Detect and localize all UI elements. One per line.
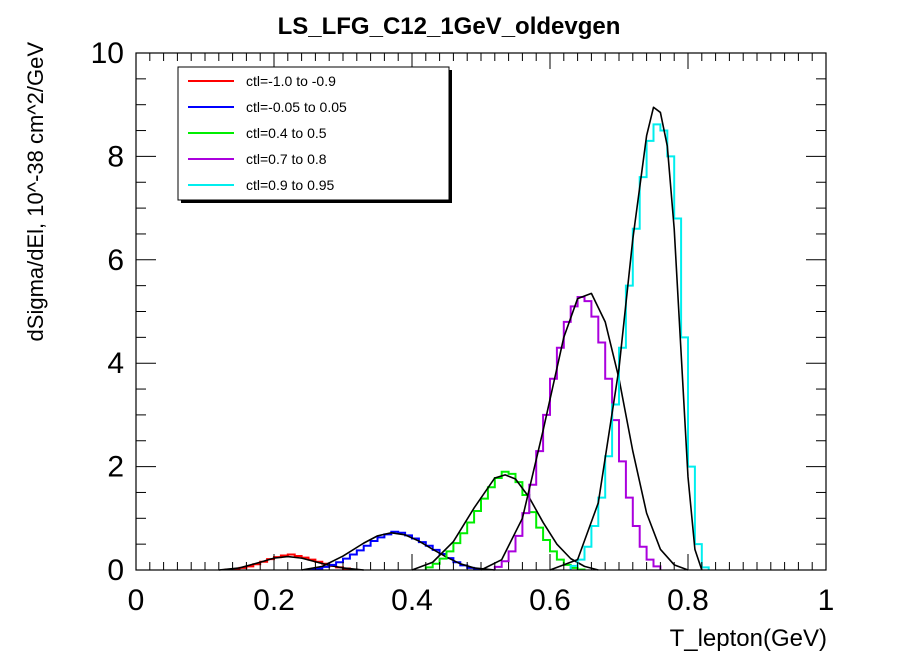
legend-label-2: ctl=0.4 to 0.5 [246, 125, 327, 141]
y-tick-label: 8 [107, 140, 124, 173]
legend-label-3: ctl=0.7 to 0.8 [246, 151, 327, 167]
fit-curve-2 [411, 474, 599, 571]
x-tick-label: 0.2 [253, 584, 295, 617]
x-tick-label: 0.8 [667, 584, 709, 617]
histogram-series-3 [493, 296, 662, 570]
histogram-series-2 [424, 470, 586, 571]
legend-label-0: ctl=-1.0 to -0.9 [246, 73, 336, 89]
histogram-series-4 [569, 123, 710, 570]
y-tick-label: 6 [107, 244, 124, 277]
y-tick-label: 10 [91, 37, 124, 70]
legend-label-1: ctl=-0.05 to 0.05 [246, 99, 347, 115]
x-tick-label: 0 [128, 584, 145, 617]
fit-curve-4 [549, 106, 703, 571]
chart-title: LS_LFG_C12_1GeV_oldevgen [278, 13, 621, 40]
fit-curve-0 [218, 555, 364, 571]
y-tick-label: 0 [107, 554, 124, 587]
x-tick-label: 1 [818, 584, 835, 617]
x-axis-label: T_lepton(GeV) [670, 625, 827, 652]
y-axis-label: dSigma/dEl, 10^-38 cm^2/GeV [23, 42, 48, 342]
x-tick-label: 0.4 [391, 584, 433, 617]
plot-area [218, 106, 710, 571]
y-tick-label: 4 [107, 347, 124, 380]
fit-curve-3 [480, 292, 689, 571]
legend: ctl=-1.0 to -0.9 ctl=-0.05 to 0.05 ctl=0.4… [177, 66, 452, 203]
y-tick-label: 2 [107, 451, 124, 484]
x-tick-label: 0.6 [529, 584, 571, 617]
fit-curve-1 [301, 531, 495, 571]
legend-label-4: ctl=0.9 to 0.95 [246, 177, 335, 193]
